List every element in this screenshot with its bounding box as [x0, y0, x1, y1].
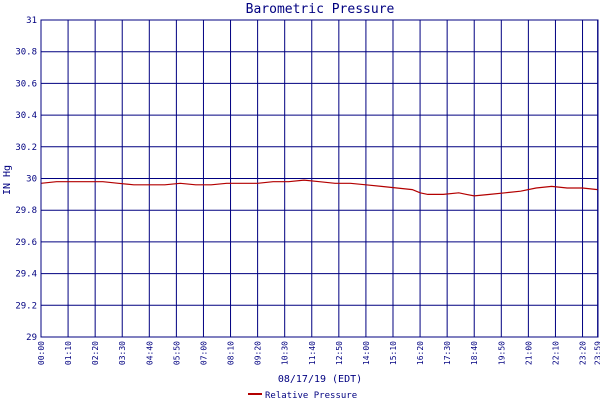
x-tick-label: 21:00 [524, 341, 533, 365]
x-tick-label: 10:30 [281, 341, 290, 365]
x-tick-label: 07:00 [199, 341, 208, 365]
x-tick-label: 12:50 [335, 341, 344, 365]
y-tick-label: 29.6 [15, 238, 37, 248]
series-line-relative-pressure [40, 179, 598, 197]
x-tick-label: 03:30 [118, 341, 127, 365]
x-tick-label: 18:40 [470, 341, 479, 365]
y-tick-label: 30.4 [15, 111, 37, 121]
x-tick-label: 09:20 [254, 341, 263, 365]
series-layer [40, 179, 598, 197]
x-tick-label: 23:59 [594, 341, 600, 365]
y-tick-label: 29.2 [15, 301, 37, 311]
y-tick-label: 29.4 [15, 270, 37, 280]
x-tick-label: 22:10 [551, 341, 560, 365]
x-tick-label: 14:00 [362, 341, 371, 365]
x-tick-label: 19:50 [497, 341, 506, 365]
legend-label: Relative Pressure [265, 391, 357, 400]
y-tick-label: 30 [26, 175, 37, 185]
x-tick-label: 11:40 [308, 341, 317, 365]
x-tick-label: 08:10 [227, 341, 236, 365]
chart-title: Barometric Pressure [246, 2, 395, 17]
y-tick-label: 30.6 [15, 79, 37, 89]
x-tick-label: 16:20 [416, 341, 425, 365]
y-tick-label: 30.8 [15, 48, 37, 58]
plot-border [40, 19, 599, 338]
x-tick-labels: 00:00 01:10 02:20 03:30 04:40 05:50 07:00 08:10… [37, 341, 600, 365]
legend: Relative Pressure [248, 391, 357, 401]
x-tick-label: 17:30 [443, 341, 452, 365]
y-tick-label: 29.8 [15, 206, 37, 216]
x-tick-label: 01:10 [64, 341, 73, 365]
y-axis-label: IN Hg [2, 165, 13, 195]
x-tick-label: 15:10 [389, 341, 398, 365]
x-tick-label: 05:50 [172, 341, 181, 365]
x-tick-label: 23:20 [579, 341, 588, 365]
x-tick-label: 02:20 [91, 341, 100, 365]
x-tick-label: 00:00 [37, 341, 46, 365]
y-tick-label: 31 [26, 16, 37, 26]
y-tick-label: 29 [26, 333, 37, 343]
x-axis-label: 08/17/19 (EDT) [278, 374, 362, 385]
x-tick-label: 04:40 [145, 341, 154, 365]
y-tick-label: 30.2 [15, 143, 37, 153]
y-tick-labels: 31 30.8 30.6 30.4 30.2 30 29.8 29.6 29.4 29.2 29 [15, 16, 37, 343]
